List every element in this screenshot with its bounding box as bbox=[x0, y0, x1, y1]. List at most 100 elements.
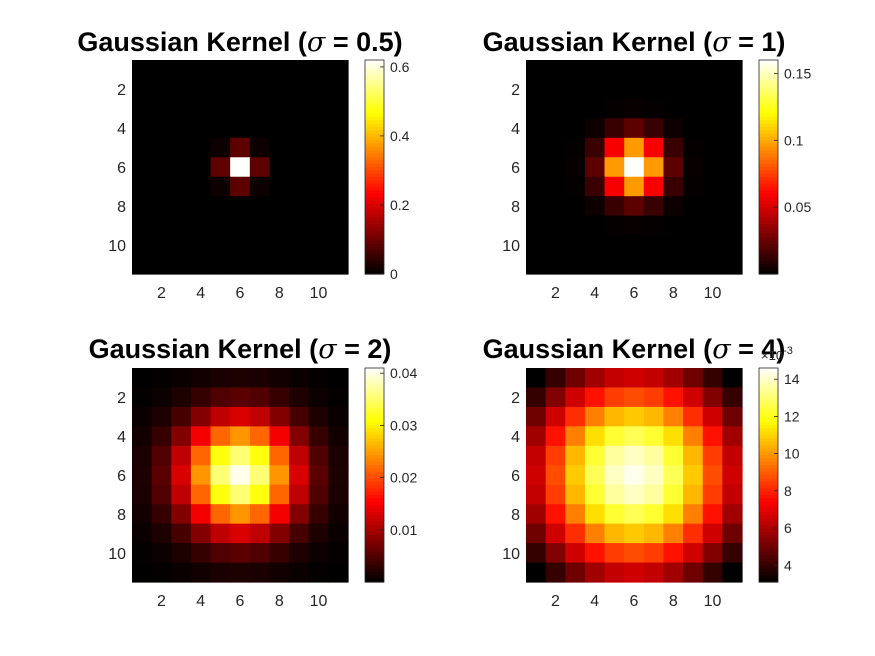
heatmap-cell bbox=[604, 387, 625, 408]
heatmap-cell bbox=[545, 465, 566, 486]
heatmap-cell bbox=[230, 387, 251, 408]
heatmap-cell bbox=[289, 504, 310, 525]
heatmap-cell bbox=[584, 98, 606, 119]
heatmap-cell bbox=[545, 79, 566, 100]
heatmap-cell bbox=[190, 79, 212, 100]
heatmap-cell bbox=[545, 543, 566, 564]
colorbar-segment bbox=[759, 260, 778, 265]
colorbar-segment bbox=[365, 475, 384, 479]
heatmap-cell bbox=[584, 445, 606, 466]
heatmap-cell bbox=[526, 254, 547, 275]
heatmap-cell bbox=[190, 387, 212, 408]
heatmap-cell bbox=[604, 118, 625, 139]
heatmap-cell bbox=[663, 235, 684, 256]
colorbar-segment bbox=[759, 575, 778, 580]
heatmap-cell bbox=[210, 406, 231, 427]
colorbar-frame bbox=[364, 59, 385, 275]
colorbar-segment bbox=[365, 464, 384, 469]
heatmap-cell bbox=[663, 504, 684, 525]
colorbar-segment bbox=[759, 368, 778, 372]
colorbar-segment bbox=[759, 207, 778, 212]
heatmap-cell bbox=[604, 426, 625, 447]
x-tick-label: 2 bbox=[551, 285, 560, 302]
heatmap-cell bbox=[624, 235, 645, 256]
title-prefix: Gaussian Kernel ( bbox=[483, 27, 713, 57]
heatmap-cell bbox=[683, 484, 704, 505]
heatmap-cell bbox=[269, 196, 290, 217]
heatmap-cell bbox=[132, 523, 153, 544]
heatmap-cell bbox=[289, 215, 310, 236]
colorbar-segment bbox=[365, 388, 384, 392]
heatmap-cell bbox=[624, 98, 645, 119]
heatmap-cell bbox=[643, 465, 665, 486]
heatmap-cell bbox=[249, 60, 271, 81]
colorbar-segment bbox=[759, 525, 778, 530]
heatmap-cell bbox=[230, 445, 251, 466]
heatmap-cell bbox=[171, 176, 192, 197]
heatmap-cell bbox=[328, 157, 349, 178]
heatmap-cell bbox=[328, 137, 349, 158]
heatmap-cell bbox=[565, 235, 586, 256]
colorbar-segment bbox=[365, 60, 384, 64]
y-tick-label: 8 bbox=[511, 199, 520, 216]
heatmap-cell bbox=[663, 157, 684, 178]
colorbar-segment bbox=[365, 414, 384, 419]
heatmap-cell bbox=[171, 79, 192, 100]
colorbar-segment bbox=[365, 485, 384, 489]
heatmap-cell bbox=[663, 445, 684, 466]
chart-title: Gaussian Kernel (σ = 4) bbox=[483, 334, 786, 365]
colorbar-segment bbox=[759, 123, 778, 128]
heatmap-cell bbox=[526, 387, 547, 408]
heatmap-cell bbox=[663, 118, 684, 139]
heatmap-cell bbox=[604, 254, 625, 275]
colorbar-tick-label: 6 bbox=[784, 520, 792, 536]
heatmap-cell bbox=[584, 157, 606, 178]
heatmap-cell bbox=[722, 368, 743, 389]
heatmap-cell bbox=[132, 60, 153, 81]
heatmap-cell bbox=[702, 387, 723, 408]
heatmap-cell bbox=[210, 176, 231, 197]
heatmap-cell bbox=[565, 406, 586, 427]
colorbar-segment bbox=[759, 103, 778, 108]
heatmap-cell bbox=[702, 98, 723, 119]
heatmap-cell bbox=[210, 196, 231, 217]
heatmap-cell bbox=[308, 484, 329, 505]
colorbar-segment bbox=[365, 381, 384, 386]
colorbar-segment bbox=[365, 210, 384, 215]
colorbar-segment bbox=[365, 555, 384, 560]
colorbar-segment bbox=[365, 558, 384, 563]
heatmap-cell bbox=[624, 504, 645, 525]
colorbar-segment bbox=[365, 551, 384, 556]
heatmap-cell bbox=[584, 484, 606, 505]
colorbar-segment bbox=[759, 384, 778, 389]
x-tick-label: 6 bbox=[630, 593, 639, 610]
heatmap-cell bbox=[702, 235, 723, 256]
heatmap-cell bbox=[190, 562, 212, 583]
heatmap-cell bbox=[584, 176, 606, 197]
heatmap-cell bbox=[722, 60, 743, 81]
heatmap-cell bbox=[210, 445, 231, 466]
colorbar-segment bbox=[365, 106, 384, 111]
heatmap-cell bbox=[230, 465, 251, 486]
heatmap-cell bbox=[289, 484, 310, 505]
colorbar-segment bbox=[365, 578, 384, 583]
heatmap-cell bbox=[230, 215, 251, 236]
heatmap-cell bbox=[190, 406, 212, 427]
heatmap-cell bbox=[151, 79, 172, 100]
heatmap-cell bbox=[604, 543, 625, 564]
heatmap-cell bbox=[171, 118, 192, 139]
heatmap-cell bbox=[545, 387, 566, 408]
heatmap-cell bbox=[308, 426, 329, 447]
colorbar-segment bbox=[759, 177, 778, 181]
x-tick-label: 10 bbox=[310, 593, 328, 610]
heatmap-cell bbox=[565, 523, 586, 544]
heatmap-cell bbox=[624, 60, 645, 81]
heatmap-cell bbox=[289, 118, 310, 139]
heatmap-cell bbox=[624, 196, 645, 217]
title-prefix: Gaussian Kernel ( bbox=[483, 334, 713, 364]
heatmap-cell bbox=[151, 176, 172, 197]
colorbar-segment bbox=[759, 270, 778, 275]
colorbar-segment bbox=[759, 153, 778, 158]
heatmap-cell bbox=[526, 235, 547, 256]
